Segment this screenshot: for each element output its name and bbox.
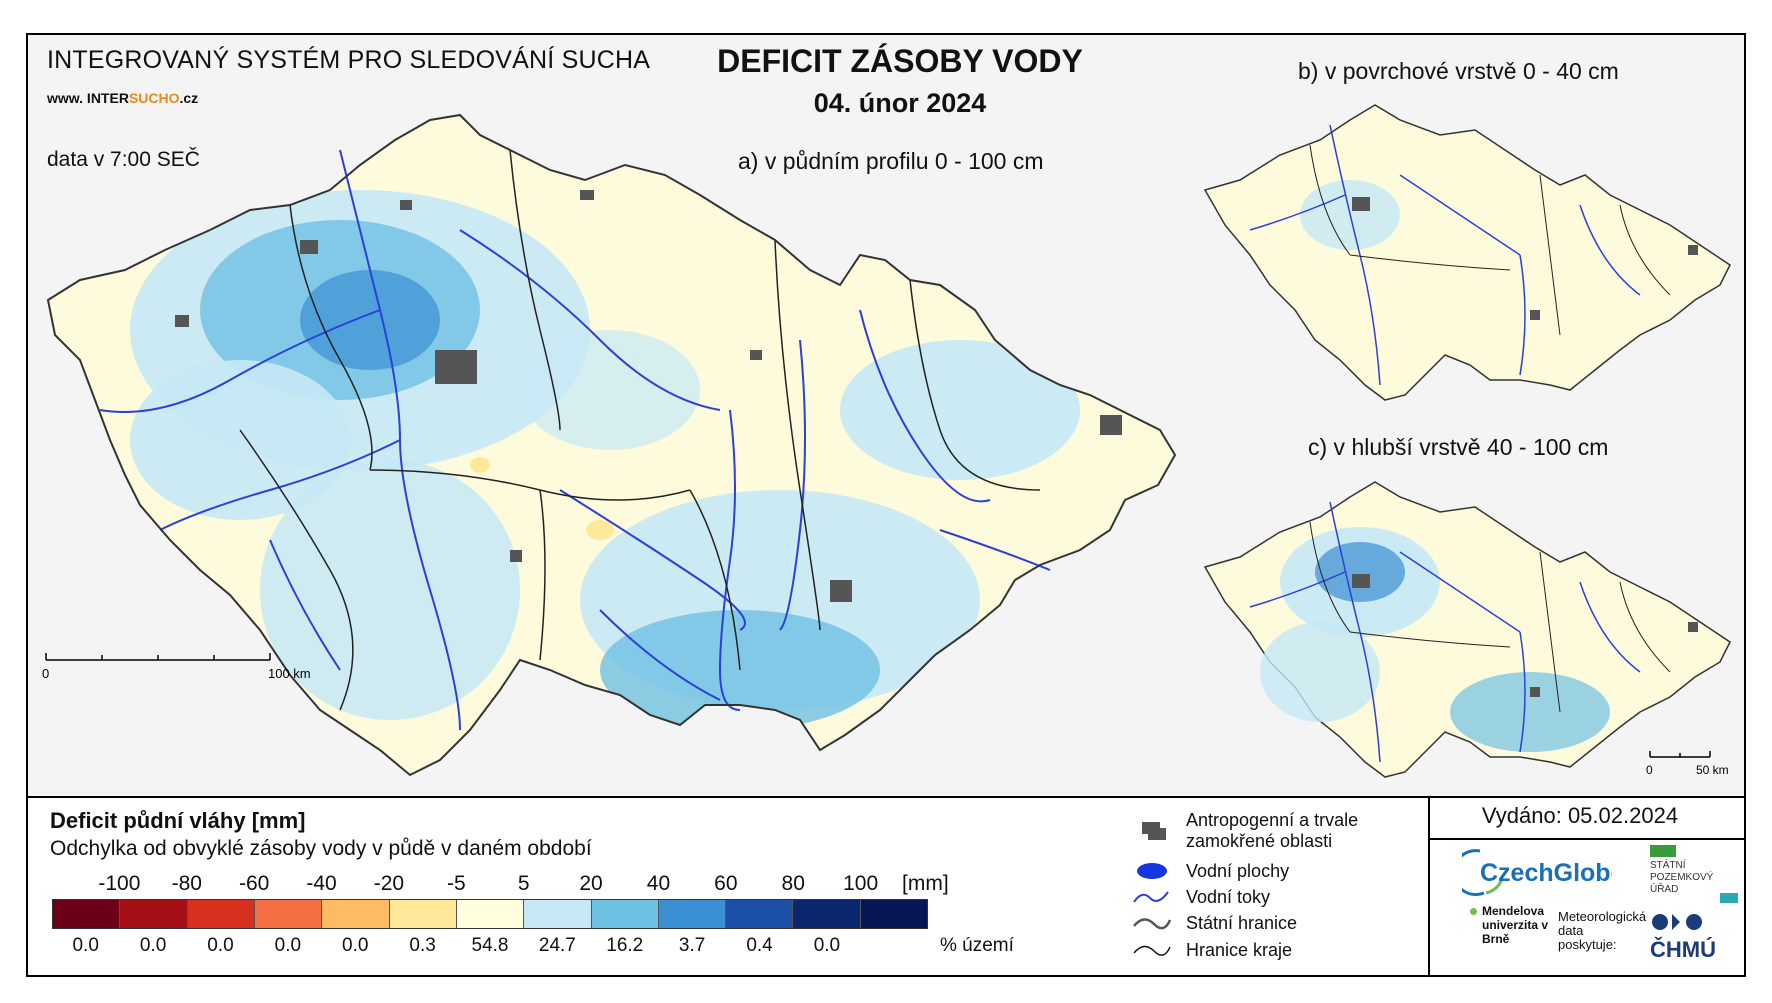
map-a-label: a) v půdním profilu 0 - 100 cm <box>738 148 1044 174</box>
legend-percent-value: 54.8 <box>471 935 509 956</box>
legend-percent-value: 0.0 <box>207 935 234 956</box>
legend-break-label: -5 <box>446 872 466 895</box>
spu-logo-accent <box>1720 893 1738 903</box>
map-a: 0 100 km <box>42 113 1177 777</box>
legend-swatch <box>726 900 794 928</box>
svg-text:CzechGlobe: CzechGlobe <box>1480 859 1612 887</box>
water-body-icon <box>1137 863 1167 879</box>
main-title: DEFICIT ZÁSOBY VODY <box>717 43 1083 79</box>
legend-swatch <box>389 900 457 928</box>
legend-swatch <box>524 900 592 928</box>
legend-break-label: -60 <box>238 872 270 895</box>
data-time: data v 7:00 SEČ <box>47 148 200 171</box>
legend-swatch <box>120 900 188 928</box>
legend-break-label: -40 <box>306 872 337 895</box>
legend-percent-value: 0.4 <box>746 935 773 956</box>
chmu-logo: ČHMÚ <box>1650 937 1716 962</box>
legend-percent-value: 24.7 <box>538 935 576 956</box>
ostrava-city <box>1100 415 1122 435</box>
legend-percent-value: 0.0 <box>274 935 302 956</box>
legend-break-label: 100 <box>843 872 879 895</box>
legend-region-border: Hranice kraje <box>1130 937 1292 963</box>
date-title: 04. únor 2024 <box>813 88 987 118</box>
map-c-label: c) v hlubší vrstvě 40 - 100 cm <box>1308 434 1609 460</box>
scale-a-end: 100 km <box>268 666 311 681</box>
legend-anthropogenic: Antropogenní a trvale zamokřené oblasti <box>1130 810 1386 852</box>
percent-label: % území <box>940 935 1014 956</box>
issued-divider <box>1428 838 1746 840</box>
mendel-logo: Mendelova univerzita v Brně <box>1482 904 1549 946</box>
legend-swatch <box>254 900 323 928</box>
legend-subtitle: Odchylka od obvyklé zásoby vody v půdě v… <box>50 837 592 860</box>
map-b-label: b) v povrchové vrstvě 0 - 40 cm <box>1298 58 1619 84</box>
legend-break-label: 20 <box>579 872 603 895</box>
legend-water-bodies: Vodní plochy <box>1130 858 1289 884</box>
website-link[interactable]: www. INTERSUCHO.cz <box>47 90 199 106</box>
legend-swatch <box>322 900 390 928</box>
legend-break-label: -20 <box>373 872 405 895</box>
region-border-icon <box>1133 945 1171 956</box>
legend-percent-value: 0.0 <box>342 935 369 956</box>
scale-a-start: 0 <box>42 666 49 681</box>
urban-area-icon <box>1142 822 1166 840</box>
scale-c-start: 0 <box>1646 763 1653 777</box>
prague-city <box>435 350 477 384</box>
issued-date: Vydáno: 05.02.2024 <box>1481 803 1679 828</box>
legend-swatch <box>187 900 255 928</box>
legend-break-label: -80 <box>171 872 202 895</box>
mendel-dot-icon <box>1470 908 1477 915</box>
legend-percent-value: 0.0 <box>813 935 841 956</box>
state-border-icon <box>1133 918 1172 930</box>
legend-color-bar <box>52 899 928 929</box>
legend-swatch <box>860 900 928 928</box>
spu-logo-mark <box>1650 845 1676 857</box>
legend-percent-value: 16.2 <box>606 935 644 956</box>
map-b <box>1203 104 1731 401</box>
scale-c-end: 50 km <box>1696 763 1729 777</box>
legend-swatch <box>658 900 727 928</box>
legend-divider <box>1428 796 1430 977</box>
legend-percent-value: 0.3 <box>409 935 436 956</box>
chmu-logo-icon <box>1652 914 1702 930</box>
legend-break-label: -100 <box>98 872 141 895</box>
legend-state-border: Státní hranice <box>1130 910 1297 936</box>
legend-percent-value: 0.0 <box>72 935 99 956</box>
legend-swatch <box>793 900 861 928</box>
legend-unit: [mm] <box>902 872 949 895</box>
legend-percent-value: 0.0 <box>139 935 167 956</box>
legend-swatch <box>53 900 121 928</box>
system-title: INTEGROVANÝ SYSTÉM PRO SLEDOVÁNÍ SUCHA <box>47 46 651 74</box>
legend-streams: Vodní toky <box>1130 884 1270 910</box>
legend-swatch <box>456 900 525 928</box>
met-data-label: Meteorologická data poskytuje: <box>1558 909 1647 952</box>
legend-break-label: 5 <box>517 872 530 895</box>
stream-icon <box>1133 891 1169 903</box>
map-c: 0 50 km <box>1203 481 1731 778</box>
legend-swatch <box>591 900 659 928</box>
brno-city <box>830 580 852 602</box>
legend-percent-value: 3.7 <box>678 935 706 956</box>
legend-break-label: 60 <box>714 872 738 895</box>
spu-logo: STÁTNÍ POZEMKOVÝ ÚŘAD <box>1650 860 1714 895</box>
legend-break-label: 40 <box>646 872 671 895</box>
czechglobe-logo: CzechGlobe <box>1462 849 1612 897</box>
legend-panel <box>26 796 1746 977</box>
legend-title: Deficit půdní vláhy [mm] <box>50 808 306 833</box>
legend-break-label: 80 <box>781 872 805 895</box>
